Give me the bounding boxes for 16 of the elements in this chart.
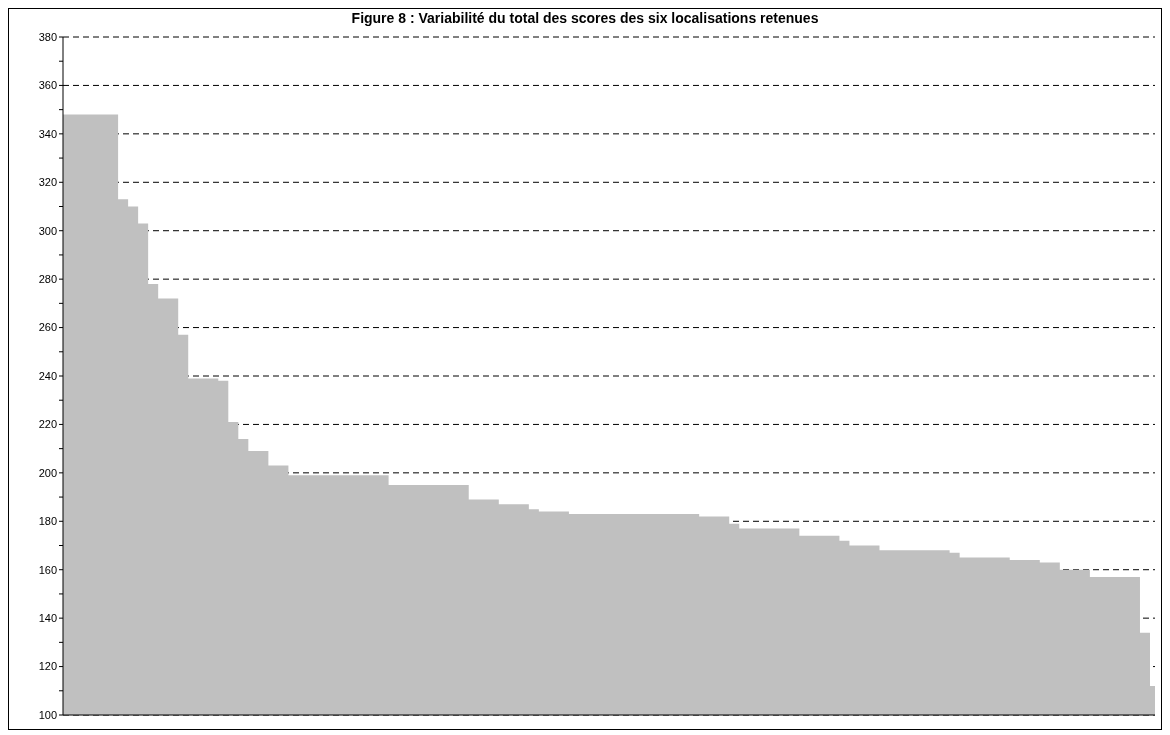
y-tick-label: 280 bbox=[38, 273, 57, 286]
y-tick-label: 300 bbox=[38, 224, 57, 237]
y-tick-label: 120 bbox=[38, 660, 57, 673]
y-tick-label: 200 bbox=[38, 466, 57, 479]
y-tick-label: 380 bbox=[38, 30, 57, 43]
y-tick-label: 160 bbox=[38, 563, 57, 576]
y-tick-label: 320 bbox=[38, 176, 57, 189]
y-tick-label: 180 bbox=[38, 515, 57, 528]
y-tick-label: 340 bbox=[38, 127, 57, 140]
y-tick-label: 100 bbox=[38, 708, 57, 721]
chart-title: Figure 8 : Variabilité du total des scores des six localisations retenues bbox=[350, 9, 820, 28]
y-tick-label: 140 bbox=[38, 612, 57, 625]
y-tick-label: 260 bbox=[38, 321, 57, 334]
y-tick-label: 360 bbox=[38, 79, 57, 92]
y-tick-label: 220 bbox=[38, 418, 57, 431]
y-tick-label: 240 bbox=[38, 369, 57, 382]
